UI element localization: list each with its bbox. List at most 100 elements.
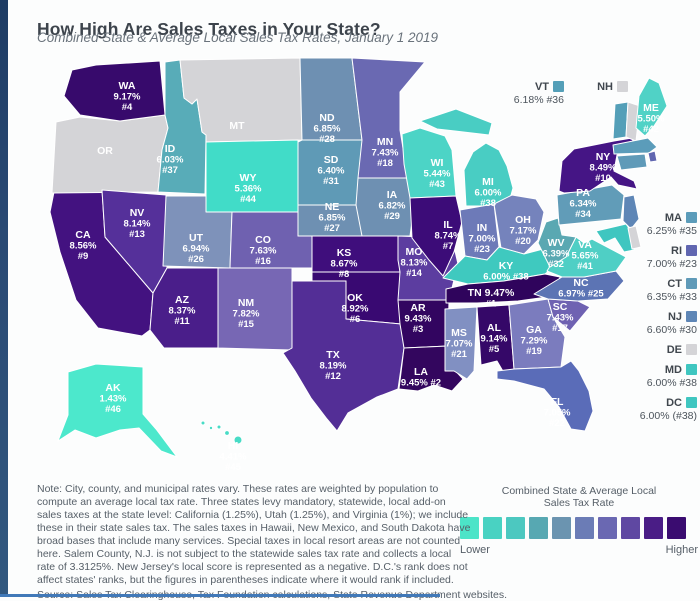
state-label-nd: ND 6.85% #28	[314, 112, 341, 145]
list-label: NJ	[667, 311, 682, 323]
vt-callout-label: VT	[534, 81, 549, 93]
legend-swatch	[667, 517, 686, 539]
vt-color-swatch	[553, 81, 564, 92]
state-hawaii-island	[224, 430, 230, 436]
east-coast-state-list: MA 6.25% #35 RI 7.00% #23 CT 6.35% #33 N…	[607, 212, 697, 430]
state-label-ak: AK 1.43% #46	[100, 382, 127, 415]
state-label-ms: MS 7.07% #21	[446, 327, 473, 360]
state-label-co: CO 7.63% #16	[250, 234, 277, 267]
state-hawaii-island	[216, 424, 222, 430]
list-item-md: MD 6.00% #38	[607, 364, 697, 390]
md-color-swatch	[686, 364, 697, 375]
state-connecticut	[616, 153, 648, 171]
footnote: Note: City, county, and municipal rates …	[37, 483, 471, 586]
state-labels: WA 9.17% #4 OR MT ID 6.03% #37 WY 5.36% #44 NV 8.14%…	[70, 80, 665, 473]
state-label-ga: GA 7.29% #19	[521, 324, 548, 357]
list-label: RI	[671, 245, 682, 257]
state-label-pa: PA 6.34% #34	[570, 187, 597, 220]
state-label-fl: FL 7.05% #22	[544, 396, 571, 429]
ct-color-swatch	[686, 278, 697, 289]
list-label: MD	[664, 364, 682, 376]
list-item-dc: DC 6.00% (#38)	[607, 397, 697, 423]
state-illinois	[409, 195, 463, 277]
state-label-or: OR	[97, 145, 113, 157]
legend-swatch	[506, 517, 525, 539]
state-label-ut: UT 6.94% #26	[183, 232, 210, 265]
list-item-nj: NJ 6.60% #30	[607, 311, 697, 337]
page-subtitle: Combined State & Average Local Sales Tax…	[37, 30, 438, 45]
state-label-nc: NC 6.97% #25	[558, 277, 604, 300]
state-michigan-upper	[419, 108, 493, 136]
legend-swatch	[483, 517, 502, 539]
state-maine	[635, 77, 668, 137]
state-hawaii-island	[233, 435, 243, 445]
state-maryland	[595, 223, 635, 253]
list-value: 7.00% #23	[646, 258, 697, 270]
state-hawaii-island	[200, 420, 206, 426]
list-label: MA	[664, 212, 682, 224]
list-value: 6.00% (#38)	[639, 410, 697, 422]
state-label-az: AZ 8.37% #11	[169, 294, 196, 327]
de-color-swatch	[686, 344, 697, 355]
state-rhode-island	[647, 150, 658, 163]
state-label-ia: IA 6.82% #29	[379, 189, 406, 222]
list-item-de: DE	[607, 344, 697, 357]
state-label-ca: CA 8.56% #9	[70, 229, 97, 262]
vt-callout-value: 6.18% #36	[513, 94, 564, 106]
state-label-hi: HI 4.41% #45	[220, 440, 247, 473]
state-label-ok: OK 8.92% #6	[342, 292, 369, 325]
list-item-ri: RI 7.00% #23	[607, 245, 697, 271]
state-label-tn: TN 9.47% #1	[468, 287, 515, 310]
state-wisconsin	[401, 127, 457, 199]
legend-swatch	[644, 517, 663, 539]
state-label-mt: MT	[229, 120, 245, 132]
state-label-wv: WV 6.39% #32	[543, 237, 570, 270]
state-label-mi: MI 6.00% #38	[475, 176, 502, 209]
state-label-ar: AR 9.43% #3	[405, 302, 432, 335]
state-delaware	[627, 225, 642, 250]
vt-callout: VT 6.18% #36	[492, 81, 564, 107]
state-label-il: IL 8.74% #7	[435, 219, 462, 252]
state-label-wa: WA 9.17% #4	[114, 80, 141, 113]
ri-color-swatch	[686, 245, 697, 256]
state-label-me: ME 5.50% #42	[638, 102, 665, 135]
state-label-ne: NE 6.85% #27	[319, 201, 346, 234]
list-item-ma: MA 6.25% #35	[607, 212, 697, 238]
dc-color-swatch	[686, 397, 697, 408]
state-label-va: VA 5.65% #41	[572, 239, 599, 272]
state-label-mo: MO 8.13% #14	[401, 246, 428, 279]
state-label-ny: NY 8.49% #10	[590, 151, 617, 184]
list-value: 6.00% #38	[646, 377, 697, 389]
state-label-al: AL 9.14% #5	[481, 322, 508, 355]
page-left-border	[0, 0, 8, 597]
legend-swatch	[598, 517, 617, 539]
legend-swatch	[529, 517, 548, 539]
state-texas	[282, 280, 405, 432]
state-label-tx: TX 8.19% #12	[320, 349, 347, 382]
state-hawaii-island	[208, 425, 214, 431]
state-new-jersey	[622, 194, 640, 230]
legend-title-line2: Sales Tax Rate	[543, 497, 615, 509]
state-label-ky: KY 6.00% #38	[483, 260, 528, 283]
state-label-wy: WY 5.36% #44	[235, 172, 262, 205]
state-label-nv: NV 8.14% #13	[124, 207, 151, 240]
list-value: 6.25% #35	[646, 225, 697, 237]
legend-swatch	[552, 517, 571, 539]
legend-swatch	[575, 517, 594, 539]
state-florida	[496, 360, 594, 432]
state-label-in: IN 7.00% #23	[469, 222, 496, 255]
list-label: CT	[667, 278, 682, 290]
state-label-la: LA 9.45% #2	[401, 366, 441, 389]
list-label: DE	[666, 344, 682, 356]
state-label-sd: SD 6.40% #31	[318, 154, 345, 187]
list-value: 6.35% #33	[646, 291, 697, 303]
ma-color-swatch	[686, 212, 697, 223]
state-label-id: ID 6.03% #37	[157, 143, 184, 176]
state-label-sc: SC 7.43% #17	[547, 301, 574, 334]
legend-swatch	[621, 517, 640, 539]
nj-color-swatch	[686, 311, 697, 322]
list-item-ct: CT 6.35% #33	[607, 278, 697, 304]
legend-title: Combined State & Average Local Sales Tax…	[460, 485, 698, 509]
